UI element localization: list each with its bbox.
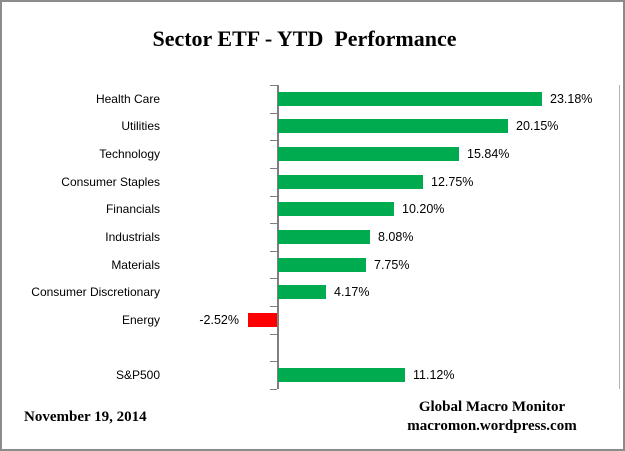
footer-date: November 19, 2014 xyxy=(24,409,147,425)
bar-health-care xyxy=(278,92,542,106)
value-label-financials: 10.20% xyxy=(402,202,445,216)
value-label-materials: 7.75% xyxy=(374,258,410,272)
category-label-financials: Financials xyxy=(105,202,160,216)
bar-materials xyxy=(278,258,366,272)
axis-tick xyxy=(270,168,277,169)
axis-tick xyxy=(270,223,277,224)
axis-tick xyxy=(270,306,277,307)
credit-source: Global Macro Monitor xyxy=(418,399,566,415)
value-label-consumer-discretionary: 4.17% xyxy=(334,285,370,299)
category-label-materials: Materials xyxy=(111,258,160,272)
bar-technology xyxy=(278,147,459,161)
bar-consumer-staples xyxy=(278,175,423,189)
axis-tick xyxy=(270,278,277,279)
value-label-s-p500: 11.12% xyxy=(413,368,455,382)
axis-tick xyxy=(270,140,277,141)
bar-utilities xyxy=(278,119,508,133)
category-label-utilities: Utilities xyxy=(121,119,160,133)
category-label-s-p500: S&P500 xyxy=(115,368,160,382)
bar-industrials xyxy=(278,230,370,244)
category-label-consumer-discretionary: Consumer Discretionary xyxy=(31,285,160,299)
footer-credit: Global Macro Monitor macromon.wordpress.… xyxy=(380,398,604,436)
axis-tick xyxy=(270,196,277,197)
category-label-energy: Energy xyxy=(121,313,160,327)
bar-energy xyxy=(248,313,277,327)
value-label-energy: -2.52% xyxy=(199,313,239,327)
value-label-industrials: 8.08% xyxy=(378,230,414,244)
category-label-technology: Technology xyxy=(99,147,160,161)
bar-s-p500 xyxy=(278,368,405,382)
bar-consumer-discretionary xyxy=(278,285,326,299)
value-label-health-care: 23.18% xyxy=(550,92,593,106)
axis-max-gridline xyxy=(619,85,620,389)
value-label-utilities: 20.15% xyxy=(516,119,559,133)
value-label-consumer-staples: 12.75% xyxy=(431,175,474,189)
credit-url: macromon.wordpress.com xyxy=(407,418,577,434)
category-label-industrials: Industrials xyxy=(105,230,160,244)
category-label-consumer-staples: Consumer Staples xyxy=(61,175,160,189)
chart-title: Sector ETF - YTD Performance xyxy=(152,26,457,51)
bar-financials xyxy=(278,202,394,216)
axis-tick xyxy=(270,334,277,335)
axis-tick xyxy=(270,251,277,252)
axis-tick xyxy=(270,389,277,390)
value-label-technology: 15.84% xyxy=(467,147,510,161)
axis-tick xyxy=(270,113,277,114)
category-label-health-care: Health Care xyxy=(95,92,160,106)
axis-tick xyxy=(270,85,277,86)
axis-tick xyxy=(270,361,277,362)
